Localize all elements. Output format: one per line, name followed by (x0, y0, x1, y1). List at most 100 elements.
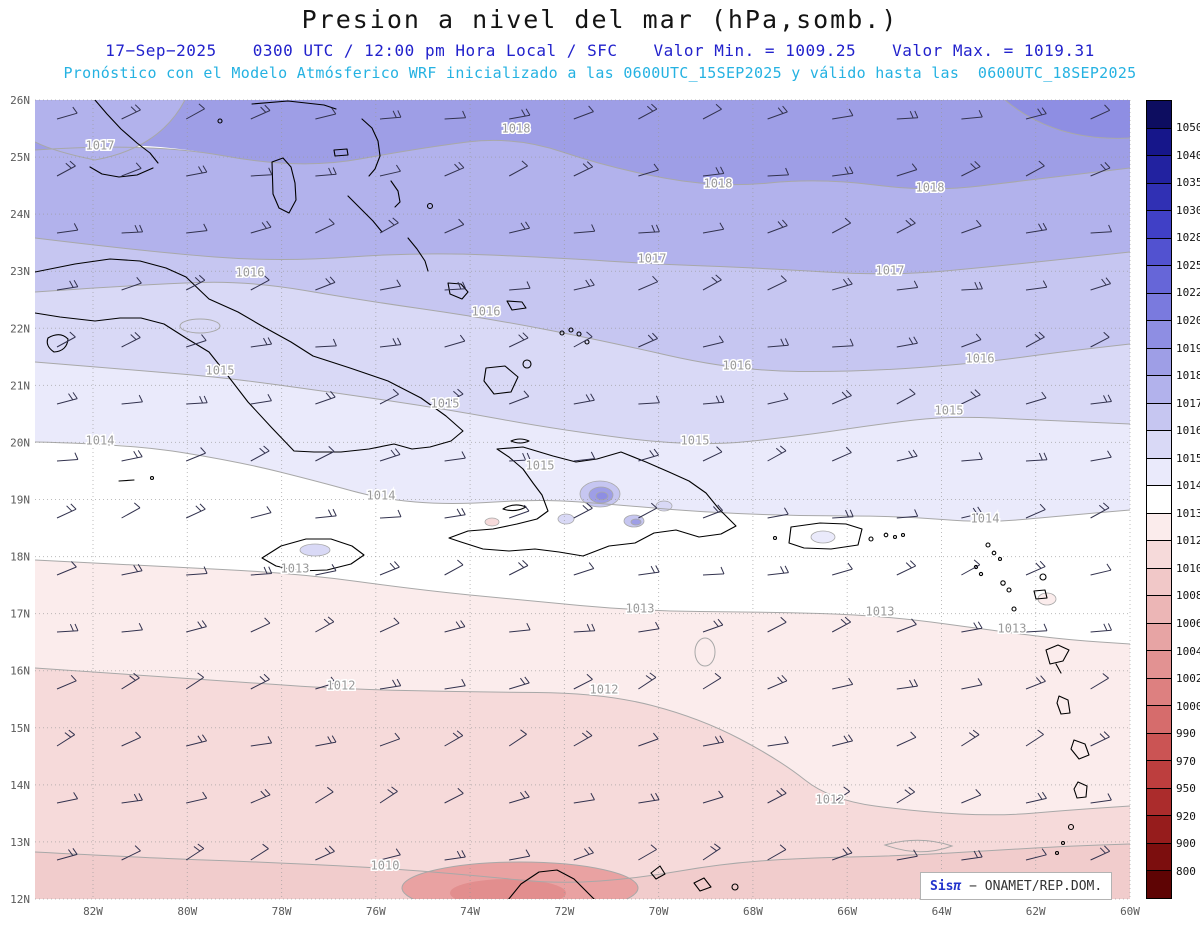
wind-barbs (56, 103, 1113, 861)
wind-barb (250, 506, 272, 519)
wind-barb (573, 792, 595, 804)
wind-barb (638, 395, 660, 405)
colorbar-tick-label: 1015 (1176, 451, 1200, 465)
colorbar-tick-label: 970 (1176, 754, 1196, 768)
wind-barb (121, 276, 142, 291)
wind-barb (831, 446, 852, 462)
lon-tick-label: 62W (1026, 905, 1046, 918)
colorbar-cell (1147, 376, 1171, 404)
wind-barb (702, 843, 721, 861)
pressure-band (35, 238, 1130, 372)
wind-barb (961, 333, 982, 348)
wind-barb (961, 789, 982, 804)
wind-barb (1090, 673, 1109, 690)
wind-barb (379, 279, 402, 291)
wind-barb (509, 622, 531, 633)
watermark-pi-symbol: π (953, 878, 962, 894)
wind-barb (509, 676, 530, 690)
lat-tick-label: 20N (10, 436, 30, 449)
wind-barb (638, 163, 659, 177)
contour-line (694, 637, 716, 667)
wind-barb (638, 792, 660, 804)
wind-barb (444, 334, 466, 348)
coastline-mona (772, 535, 778, 541)
contour-line (1004, 100, 1130, 139)
lon-tick-label: 76W (366, 905, 386, 918)
chart-title: Presion a nivel del mar (hPa,somb.) (301, 5, 899, 34)
wind-barb (379, 561, 400, 576)
wind-barb (1025, 107, 1047, 120)
wind-barb (509, 452, 531, 462)
wind-barb (573, 331, 593, 348)
colorbar-tick-label: 1006 (1176, 617, 1200, 630)
wind-barb (896, 849, 918, 861)
wind-barb (379, 337, 402, 348)
wind-barb (832, 562, 853, 576)
wind-barb (832, 166, 854, 177)
contour-value-label: 1013 (281, 562, 310, 576)
wind-barb (121, 332, 141, 348)
wind-barb (767, 445, 787, 462)
coastline-puerto-rico (788, 522, 863, 550)
colorbar-cell (1147, 871, 1171, 898)
wind-barb (896, 618, 917, 633)
wind-barb (961, 389, 981, 405)
wind-barb (121, 793, 143, 804)
wind-barb (832, 677, 854, 690)
contour-value-label: 1014 (86, 434, 115, 448)
wind-barb (186, 620, 207, 633)
wind-barb (1090, 331, 1110, 348)
contour-line (35, 667, 1130, 816)
wind-barb (379, 448, 401, 462)
wind-barb (444, 388, 464, 405)
wind-barb (379, 388, 399, 405)
wind-barb (379, 110, 402, 120)
wind-barb (250, 445, 270, 462)
wind-barb (1090, 104, 1111, 120)
colorbar-tick-label: 1050 (1176, 121, 1200, 135)
lon-tick-label: 82W (83, 905, 103, 918)
pressure-band (35, 140, 1130, 274)
pressure-blob (630, 518, 642, 526)
wind-barb (315, 218, 335, 234)
wind-barb (315, 616, 335, 633)
watermark-box: Sis π − ONAMET/REP.DOM. (920, 872, 1113, 900)
wind-barb (509, 221, 531, 234)
wind-barb (250, 673, 270, 690)
wind-barb (1025, 452, 1048, 462)
wind-barb (767, 275, 787, 291)
valid-time: 0300 UTC / 12:00 pm Hora Local / SFC (252, 41, 618, 60)
wind-barb (56, 848, 78, 861)
lat-tick-label: 14N (10, 779, 30, 792)
wind-barb (831, 217, 852, 234)
wind-barb (961, 678, 983, 690)
contour-value-label: 1010 (371, 859, 400, 873)
wind-barb (508, 560, 529, 576)
wind-barb (1025, 560, 1046, 576)
coastline-isla-juventud (46, 334, 69, 353)
lat-tick-label: 26N (10, 94, 30, 107)
wind-barb (121, 731, 142, 747)
coastline-cuba (35, 258, 464, 453)
wind-barb (315, 564, 337, 576)
wind-barb (832, 846, 853, 861)
contour-value-label: 1017 (876, 264, 905, 278)
wind-barb (702, 735, 725, 747)
contour-value-label: 1012 (816, 793, 845, 807)
wind-barb (896, 786, 916, 804)
wind-barb (702, 446, 723, 462)
contour-value-label: 1014 (971, 512, 1000, 526)
contour-value-label: 1013 (626, 602, 655, 616)
wind-barb (56, 792, 79, 804)
wind-barb (767, 507, 789, 519)
wind-barb (702, 672, 722, 690)
wind-barb (121, 162, 142, 177)
wind-barb (508, 332, 529, 348)
wind-barb (702, 618, 724, 633)
axis-tick-labels: 26N 25N 24N 23N 22N 21N 20N 19N 18N 17N 16N 15N 14N 1… (10, 94, 1140, 918)
contour-value-label: 1012 (590, 683, 619, 697)
wind-barb (56, 452, 79, 462)
wind-barb (121, 502, 141, 519)
wind-barb (1090, 224, 1113, 234)
